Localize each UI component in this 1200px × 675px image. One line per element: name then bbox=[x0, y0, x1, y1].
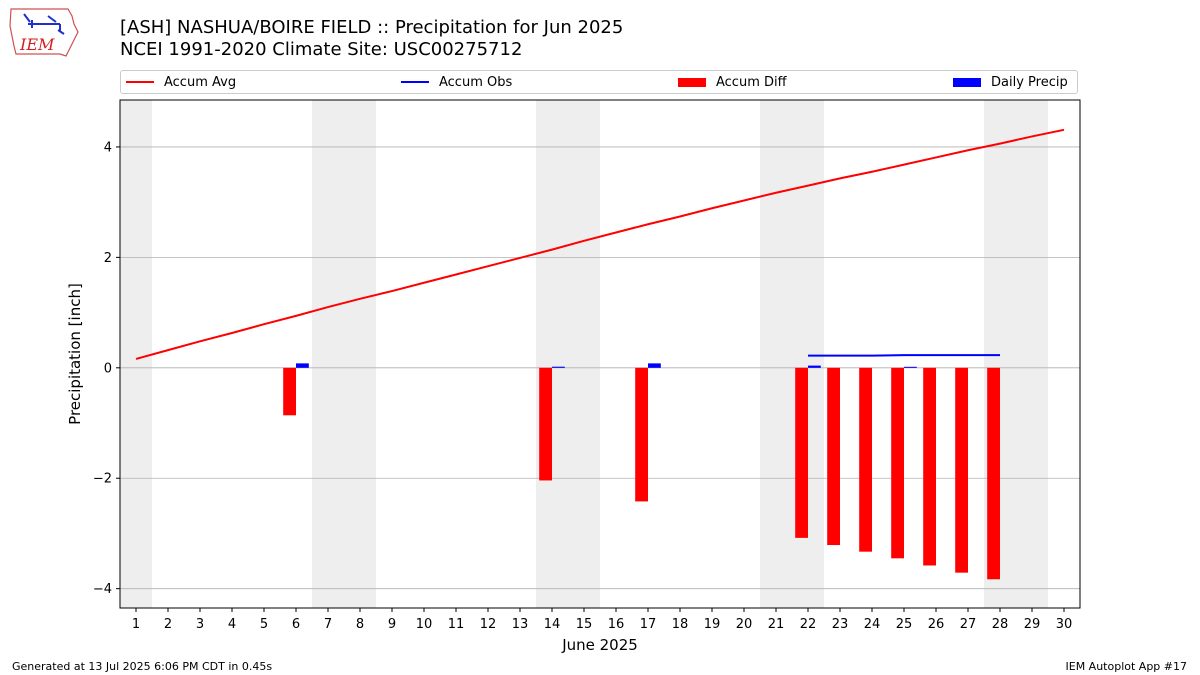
y-tick-label: −4 bbox=[93, 582, 112, 597]
x-tick-label: 6 bbox=[292, 617, 300, 632]
legend-label: Daily Precip bbox=[991, 74, 1068, 90]
x-tick-label: 23 bbox=[832, 617, 849, 632]
x-tick-label: 18 bbox=[672, 617, 689, 632]
x-tick-label: 20 bbox=[736, 617, 753, 632]
legend-label: Accum Avg bbox=[164, 74, 237, 90]
y-tick-label: 4 bbox=[104, 140, 112, 155]
legend-item-accum-avg: Accum Avg bbox=[126, 71, 236, 93]
x-tick-label: 13 bbox=[512, 617, 529, 632]
legend-label: Accum Obs bbox=[439, 74, 513, 90]
daily-precip-swatch bbox=[953, 77, 981, 87]
legend-item-accum-diff: Accum Diff bbox=[678, 71, 787, 93]
y-axis-label: Precipitation [inch] bbox=[66, 283, 84, 425]
x-tick-label: 21 bbox=[768, 617, 785, 632]
daily-precip-bar bbox=[552, 366, 565, 368]
x-tick-label: 19 bbox=[704, 617, 721, 632]
x-tick-label: 12 bbox=[480, 617, 497, 632]
accum-diff-bar bbox=[795, 367, 808, 538]
x-tick-label: 5 bbox=[260, 617, 268, 632]
x-tick-label: 2 bbox=[164, 617, 172, 632]
y-tick-label: 0 bbox=[104, 361, 112, 376]
accum-obs-swatch bbox=[401, 81, 429, 83]
accum-avg-line bbox=[135, 128, 1065, 360]
logo-text: IEM bbox=[19, 35, 55, 54]
x-tick-label: 25 bbox=[896, 617, 913, 632]
x-tick-label: 4 bbox=[228, 617, 236, 632]
accum-diff-bar bbox=[635, 367, 648, 502]
x-tick-label: 14 bbox=[544, 617, 561, 632]
x-tick-label: 8 bbox=[356, 617, 364, 632]
daily-precip-bar bbox=[808, 365, 821, 368]
daily-precip-bar bbox=[648, 363, 661, 368]
accum-diff-swatch bbox=[678, 77, 706, 87]
accum-diff-bar bbox=[891, 367, 904, 559]
legend-item-accum-obs: Accum Obs bbox=[401, 71, 512, 93]
y-tick-label: 2 bbox=[104, 251, 112, 266]
daily-precip-bar bbox=[296, 363, 309, 368]
plot-frame bbox=[119, 99, 1081, 609]
x-tick-label: 26 bbox=[928, 617, 945, 632]
iem-logo: IEM bbox=[9, 8, 79, 57]
footer-app: IEM Autoplot App #17 bbox=[1065, 660, 1188, 673]
legend-item-daily-precip: Daily Precip bbox=[953, 71, 1068, 93]
daily-precip-bar bbox=[904, 366, 917, 368]
x-tick-label: 22 bbox=[800, 617, 817, 632]
x-tick-label: 30 bbox=[1056, 617, 1073, 632]
weather-station-icon bbox=[23, 13, 65, 35]
x-tick-label: 10 bbox=[416, 617, 433, 632]
footer-generated: Generated at 13 Jul 2025 6:06 PM CDT in … bbox=[12, 660, 273, 673]
x-tick-label: 17 bbox=[640, 617, 657, 632]
x-tick-label: 1 bbox=[132, 617, 140, 632]
accum-avg-swatch bbox=[126, 81, 154, 83]
x-tick-label: 27 bbox=[960, 617, 977, 632]
y-tick-label: −2 bbox=[93, 472, 112, 487]
x-tick-label: 16 bbox=[608, 617, 625, 632]
x-tick-label: 7 bbox=[324, 617, 332, 632]
legend: Accum Avg Accum Obs Accum Diff Daily Pre… bbox=[120, 70, 1078, 94]
x-axis-label: June 2025 bbox=[561, 636, 638, 654]
accum-diff-bar bbox=[539, 367, 552, 481]
weekend-band bbox=[760, 100, 824, 608]
accum-diff-bar bbox=[923, 367, 936, 566]
chart-title: [ASH] NASHUA/BOIRE FIELD :: Precipitatio… bbox=[120, 17, 624, 38]
x-tick-label: 28 bbox=[992, 617, 1009, 632]
accum-diff-bar bbox=[827, 367, 840, 546]
accum-obs-line bbox=[808, 354, 1000, 357]
weekend-band bbox=[984, 100, 1048, 608]
x-tick-label: 29 bbox=[1024, 617, 1041, 632]
weekend-band bbox=[312, 100, 376, 608]
x-tick-label: 24 bbox=[864, 617, 881, 632]
chart-subtitle: NCEI 1991-2020 Climate Site: USC00275712 bbox=[120, 39, 523, 60]
x-tick-label: 11 bbox=[448, 617, 465, 632]
x-tick-label: 9 bbox=[388, 617, 396, 632]
iowa-outline-icon bbox=[9, 8, 79, 57]
accum-diff-bar bbox=[859, 367, 872, 552]
x-tick-label: 3 bbox=[196, 617, 204, 632]
x-tick-label: 15 bbox=[576, 617, 593, 632]
legend-label: Accum Diff bbox=[716, 74, 787, 90]
accum-diff-bar bbox=[955, 367, 968, 573]
accum-diff-bar bbox=[987, 367, 1000, 580]
weekend-band bbox=[120, 100, 152, 608]
weekend-band bbox=[536, 100, 600, 608]
accum-diff-bar bbox=[283, 367, 296, 416]
